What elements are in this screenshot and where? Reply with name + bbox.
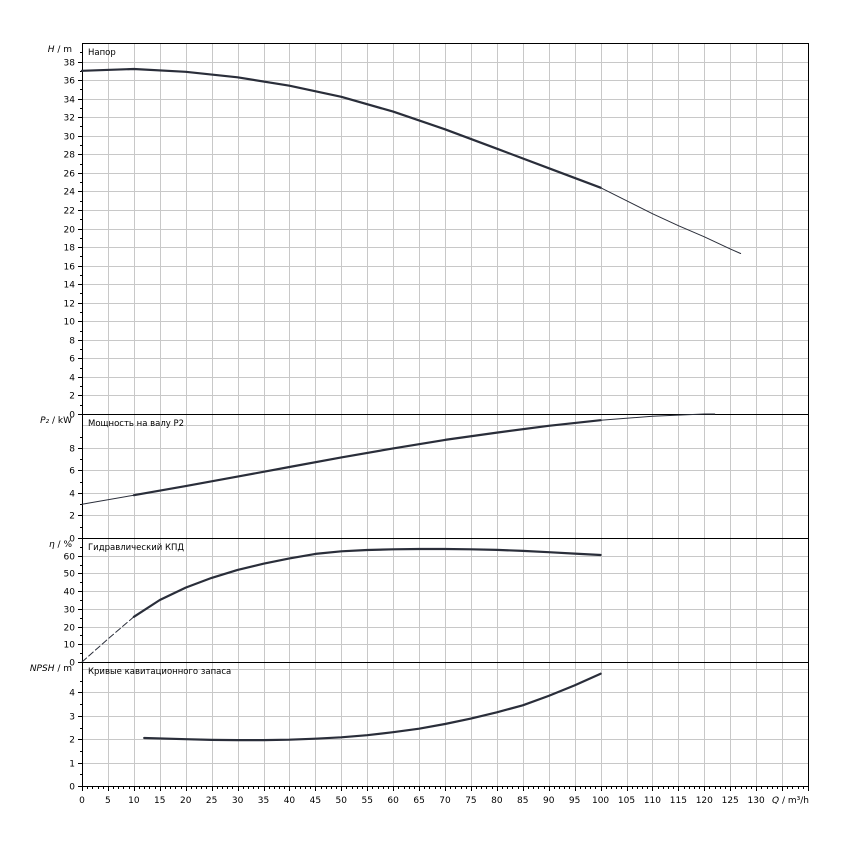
x-tick-label: 10	[128, 796, 140, 806]
y-tick-label: 4	[69, 689, 75, 699]
y-tick-label: 18	[64, 244, 76, 254]
x-tick-label: 105	[618, 796, 635, 806]
x-tick-label: 50	[336, 796, 348, 806]
y-tick-label: 8	[69, 445, 75, 455]
panel-title: Напор	[88, 48, 116, 58]
x-tick-label: 5	[105, 796, 111, 806]
y-tick-label: 6	[69, 467, 75, 477]
y-tick-label: 10	[64, 641, 76, 651]
curve-power	[600, 413, 716, 421]
x-tick-label: 65	[413, 796, 424, 806]
y-tick-label: 6	[69, 355, 75, 365]
x-tick-label: 15	[154, 796, 165, 806]
x-tick-label: 20	[180, 796, 192, 806]
y-tick-label: 10	[64, 318, 76, 328]
y-tick-label: 3	[69, 713, 75, 723]
x-tick-label: 35	[258, 796, 269, 806]
x-tick-label: 25	[206, 796, 217, 806]
panel-title: Гидравлический КПД	[88, 543, 184, 553]
x-tick-label: 60	[387, 796, 399, 806]
y-tick-label: 0	[69, 411, 75, 421]
x-tick-label: 100	[592, 796, 609, 806]
x-axis-label: Q / m³/h	[772, 796, 809, 806]
curve-head	[600, 187, 742, 254]
y-tick-label: 1	[69, 760, 75, 770]
y-tick-label: 16	[64, 263, 76, 273]
y-axis-label: P₂ / kW	[40, 416, 72, 426]
x-tick-label: 90	[543, 796, 555, 806]
y-tick-label: 24	[64, 188, 76, 198]
y-tick-label: 26	[64, 170, 76, 180]
curve-head	[80, 67, 602, 189]
panel-title: Мощность на валу P2	[88, 419, 184, 429]
y-tick-label: 8	[69, 337, 75, 347]
curve-power	[132, 419, 602, 497]
y-tick-label: 40	[64, 588, 76, 598]
curve-npsh	[143, 672, 602, 742]
y-tick-label: 30	[64, 133, 76, 143]
y-tick-label: 0	[69, 659, 75, 669]
x-tick-label: 85	[517, 796, 528, 806]
y-tick-label: 34	[64, 96, 76, 106]
y-tick-label: 28	[64, 151, 76, 161]
y-tick-label: 4	[69, 374, 75, 384]
y-tick-label: 12	[64, 300, 75, 310]
y-tick-label: 2	[69, 736, 75, 746]
y-tick-label: 0	[69, 535, 75, 545]
y-tick-label: 0	[69, 783, 75, 793]
y-tick-label: 38	[64, 59, 76, 69]
x-tick-label: 40	[284, 796, 296, 806]
y-tick-label: 2	[69, 512, 75, 522]
curve-efficiency	[81, 616, 135, 663]
x-tick-label: 80	[491, 796, 503, 806]
y-tick-label: 30	[64, 606, 76, 616]
y-tick-label: 50	[64, 570, 76, 580]
y-tick-label: 14	[64, 281, 76, 291]
x-tick-label: 30	[232, 796, 244, 806]
x-tick-label: 120	[696, 796, 713, 806]
x-tick-label: 125	[722, 796, 739, 806]
x-tick-label: 110	[644, 796, 661, 806]
x-tick-label: 0	[79, 796, 85, 806]
y-tick-label: 20	[64, 226, 76, 236]
x-tick-label: 95	[569, 796, 580, 806]
x-tick-label: 70	[439, 796, 451, 806]
y-tick-label: 2	[69, 392, 75, 402]
y-tick-label: 36	[64, 77, 76, 87]
y-tick-label: 20	[64, 624, 76, 634]
y-tick-label: 4	[69, 490, 75, 500]
y-axis-label: η / %	[49, 540, 72, 550]
y-tick-label: 32	[64, 114, 75, 124]
panel-title: Кривые кавитационного запаса	[88, 667, 231, 677]
curve-power	[81, 494, 135, 505]
x-tick-label: 115	[670, 796, 687, 806]
x-tick-label: 55	[361, 796, 372, 806]
curve-efficiency	[132, 547, 602, 618]
y-axis-label: H / m	[48, 45, 72, 55]
y-tick-label: 60	[64, 553, 76, 563]
x-tick-label: 45	[310, 796, 321, 806]
x-tick-label: 75	[465, 796, 476, 806]
y-axis-label: NPSH / m	[30, 664, 72, 674]
y-tick-label: 22	[64, 207, 75, 217]
x-tick-label: 130	[748, 796, 765, 806]
